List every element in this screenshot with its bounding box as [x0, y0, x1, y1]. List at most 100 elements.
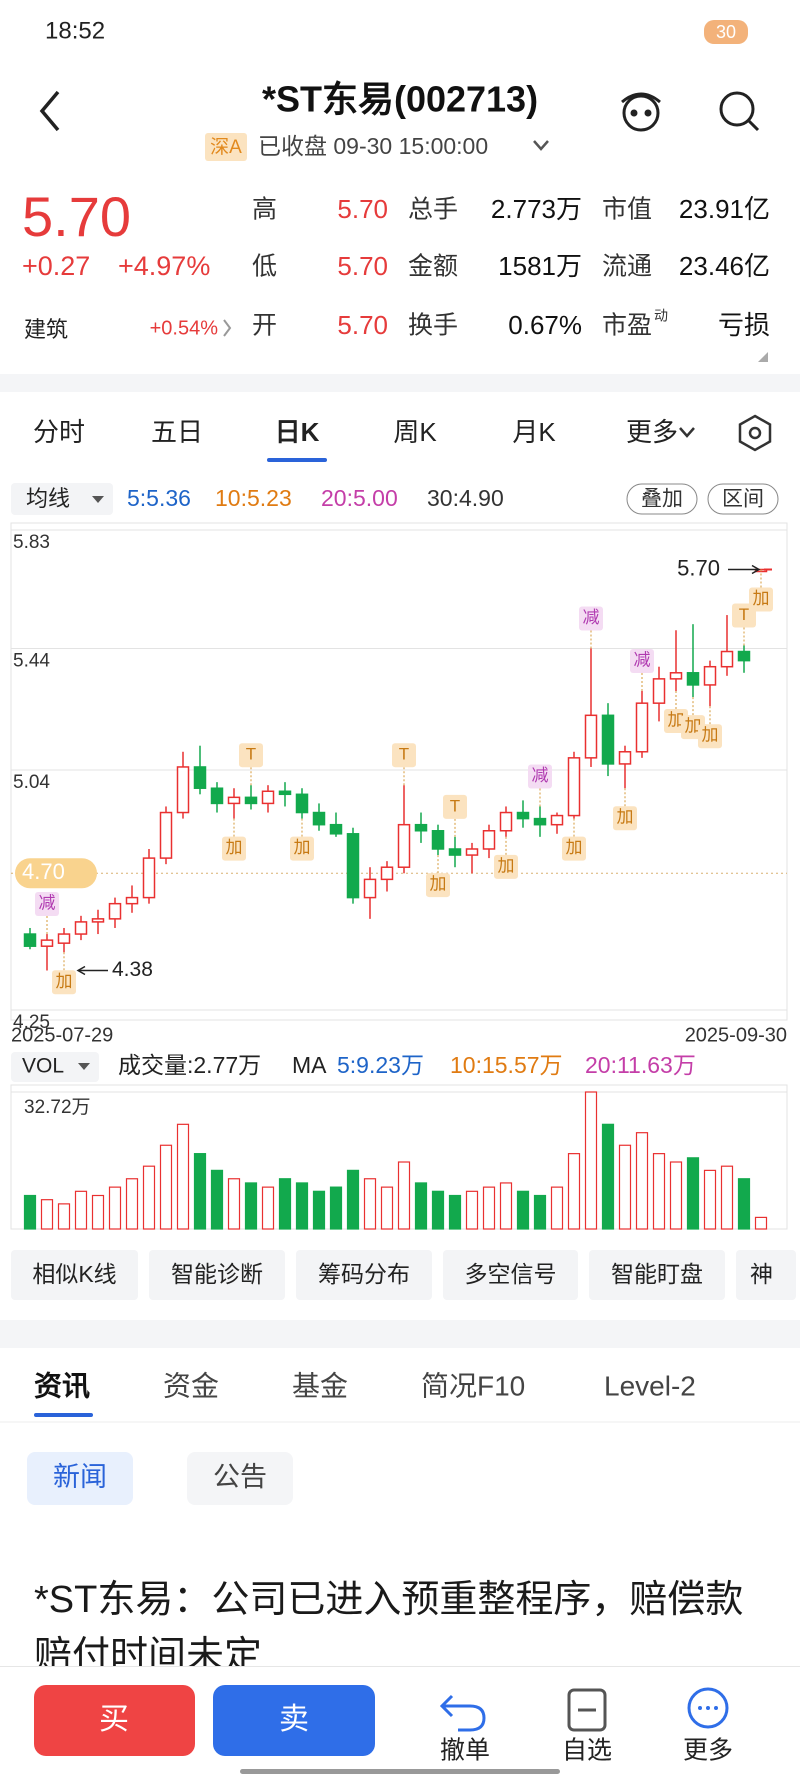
candle-body: [516, 811, 530, 820]
dropdown-triangle: [92, 496, 104, 503]
signal-label: T: [450, 796, 460, 815]
ma-legend-item: 10:5.23: [215, 485, 292, 511]
candle-body: [482, 830, 496, 850]
signal-badge: [562, 836, 586, 861]
candle-body: [295, 793, 309, 814]
chart-button[interactable]: [707, 483, 779, 515]
period-tab[interactable]: 周K: [393, 417, 437, 447]
tool-button[interactable]: [736, 1250, 796, 1300]
period-tab[interactable]: 五日: [151, 417, 203, 447]
signal-label: T: [399, 745, 409, 764]
tool-label: 神: [750, 1261, 773, 1287]
volume-bar: [550, 1186, 564, 1230]
subtab-pill[interactable]: [27, 1452, 133, 1505]
action-label[interactable]: 自选: [562, 1737, 612, 1765]
reference-label: 4.70: [22, 859, 65, 884]
tool-label: 相似K线: [32, 1261, 116, 1287]
news-tab[interactable]: 简况F10: [421, 1370, 525, 1401]
volume-bar: [142, 1165, 156, 1230]
subtab-label[interactable]: 公告: [213, 1462, 267, 1492]
more-dot: [706, 1706, 710, 1710]
settings-icon[interactable]: [738, 414, 772, 452]
signal-label: 加: [685, 717, 702, 736]
candle-body: [312, 811, 326, 826]
stock-title: *ST东易(002713): [262, 79, 538, 120]
signal-label: T: [246, 745, 256, 764]
dropdown-icon[interactable]: [533, 140, 549, 151]
period-tab[interactable]: 更多: [626, 417, 678, 447]
watchlist-icon[interactable]: [567, 1688, 607, 1732]
signal-badge: [630, 649, 654, 674]
buy-label[interactable]: 买: [99, 1703, 129, 1736]
chevron-icon[interactable]: [223, 319, 232, 337]
subtab-pill[interactable]: [187, 1452, 293, 1505]
news-headline[interactable]: *ST东易：公司已进入预重整程序，赔偿款赔付时间未定: [34, 1579, 744, 1666]
news-tab[interactable]: 资讯: [34, 1370, 90, 1401]
volume-bar: [754, 1216, 768, 1230]
signal-badge: [579, 606, 603, 631]
volume-bar: [516, 1190, 530, 1230]
ma-selector-bg[interactable]: [11, 483, 113, 515]
vol-selector-bg[interactable]: [11, 1052, 99, 1082]
stat-label: 开: [252, 312, 277, 340]
low-marker-label: 4.38: [112, 958, 153, 981]
tool-label: 智能盯盘: [611, 1261, 703, 1287]
news-tab[interactable]: Level-2: [604, 1370, 696, 1401]
candle-body: [686, 672, 700, 686]
candle-body: [431, 830, 445, 850]
news-tab[interactable]: 基金: [292, 1370, 348, 1401]
volume-bar: [499, 1182, 513, 1230]
last-price-label: 5.70: [677, 555, 720, 580]
sector-change: +0.54%: [150, 317, 219, 339]
dropdown-icon[interactable]: [679, 427, 695, 438]
candle-body: [23, 933, 37, 947]
sell-button[interactable]: [213, 1685, 375, 1756]
stat-value: 2.773万: [491, 194, 582, 224]
period-tab[interactable]: 分时: [33, 417, 85, 447]
tool-button[interactable]: [589, 1250, 725, 1300]
tool-button[interactable]: [149, 1250, 285, 1300]
volume-bar: [652, 1153, 666, 1230]
tool-button[interactable]: [443, 1250, 578, 1300]
vol-ma-item: 10:15.57万: [450, 1052, 563, 1078]
volume-bar: [703, 1169, 717, 1230]
sell-label[interactable]: 卖: [279, 1703, 309, 1736]
volume-bar: [363, 1178, 377, 1230]
volume-bar: [482, 1186, 496, 1230]
signal-label: 加: [498, 856, 515, 875]
candle-body: [720, 650, 734, 668]
action-label[interactable]: 撤单: [440, 1737, 490, 1765]
search-icon[interactable]: [719, 91, 760, 132]
signal-badge: [698, 724, 722, 749]
undo-icon[interactable]: [439, 1694, 486, 1732]
volume-bar: [312, 1190, 326, 1230]
signal-label: 加: [226, 838, 243, 857]
subtab-label[interactable]: 新闻: [53, 1462, 107, 1492]
vol-ma-item: 20:11.63万: [585, 1052, 696, 1078]
action-label[interactable]: 更多: [683, 1737, 733, 1765]
signal-label: 减: [634, 650, 651, 669]
volume-bar: [397, 1161, 411, 1230]
buy-button[interactable]: [34, 1685, 195, 1756]
bottom-bar: 买 卖撤单 自选 更多: [0, 1666, 800, 1778]
period-tab[interactable]: 日K: [275, 417, 320, 447]
y-tick-label: 32.72万: [24, 1097, 91, 1118]
candle-body: [397, 823, 411, 868]
signal-label: 加: [617, 808, 634, 827]
more-icon[interactable]: [687, 1687, 729, 1729]
chart-button[interactable]: [626, 483, 698, 515]
candle-body: [737, 650, 751, 662]
news-tab[interactable]: 资金: [163, 1370, 219, 1401]
back-icon[interactable]: [39, 90, 60, 132]
candle-body: [244, 796, 258, 805]
volume-bar: [448, 1194, 462, 1230]
service-icon[interactable]: [621, 92, 661, 132]
volume-bar: [737, 1178, 751, 1230]
price-change-pct: +4.97%: [118, 251, 210, 281]
tool-button[interactable]: [11, 1250, 138, 1300]
divider: [0, 374, 800, 392]
sector-name: 建筑: [24, 317, 68, 342]
candle-body: [533, 817, 547, 826]
period-tab[interactable]: 月K: [512, 417, 556, 447]
tool-button[interactable]: [296, 1250, 432, 1300]
